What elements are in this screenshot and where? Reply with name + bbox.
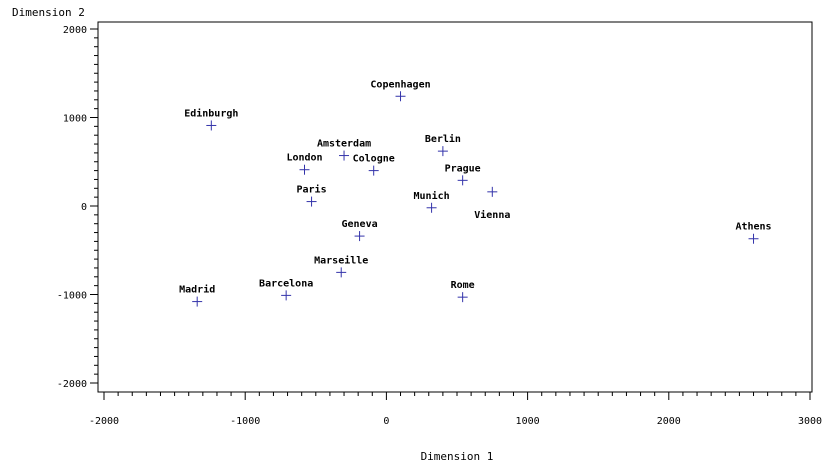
data-point: Berlin xyxy=(425,133,461,157)
data-point: Paris xyxy=(297,184,327,207)
point-label: Marseille xyxy=(314,254,368,266)
y-tick-label: -1000 xyxy=(57,291,87,302)
x-axis: -2000 -1000 0 1000 2000 3000 xyxy=(89,392,822,427)
y-tick-label: -2000 xyxy=(57,379,87,390)
data-point: Barcelona xyxy=(259,278,313,301)
data-point: Geneva xyxy=(342,219,378,242)
plot-frame xyxy=(97,21,813,393)
point-label: Geneva xyxy=(342,219,378,230)
data-point: London xyxy=(286,153,323,175)
point-label: Cologne xyxy=(353,154,395,165)
point-label: Rome xyxy=(451,280,475,291)
x-tick-label: 2000 xyxy=(657,416,681,427)
point-label: Madrid xyxy=(179,284,215,296)
data-points: Copenhagen Edinburgh Amsterdam Berlin London… xyxy=(179,79,772,307)
data-point: Copenhagen xyxy=(370,79,431,102)
y-tick-label: 2000 xyxy=(63,25,87,36)
point-label: Edinburgh xyxy=(184,107,238,119)
point-label: Munich xyxy=(414,190,450,202)
point-label: Paris xyxy=(297,184,327,196)
x-tick-label: -2000 xyxy=(89,416,119,427)
data-point: Marseille xyxy=(314,254,368,278)
y-tick-label: 0 xyxy=(81,202,87,213)
data-point: Madrid xyxy=(179,284,215,307)
point-label: Amsterdam xyxy=(317,139,371,150)
point-label: Prague xyxy=(445,163,481,174)
data-point: Vienna xyxy=(474,186,510,221)
x-tick-label: 3000 xyxy=(798,416,822,427)
x-tick-label: 0 xyxy=(383,416,389,427)
y-axis: -2000 -1000 0 1000 2000 xyxy=(57,25,98,390)
y-tick-label: 1000 xyxy=(63,114,87,125)
data-point: Amsterdam xyxy=(317,139,371,161)
data-point: Munich xyxy=(414,190,450,213)
data-point: Prague xyxy=(445,163,481,186)
point-label: Vienna xyxy=(474,209,510,221)
data-point: Cologne xyxy=(353,154,395,176)
data-point: Rome xyxy=(451,280,475,303)
x-axis-label: Dimension 1 xyxy=(421,450,494,463)
point-label: Athens xyxy=(735,222,771,233)
point-label: Berlin xyxy=(425,133,461,145)
point-label: London xyxy=(286,153,322,164)
y-axis-label: Dimension 2 xyxy=(12,6,85,19)
x-tick-label: -1000 xyxy=(230,416,260,427)
point-label: Barcelona xyxy=(259,278,313,289)
data-point: Athens xyxy=(735,222,772,244)
x-tick-label: 1000 xyxy=(516,416,540,427)
point-label: Copenhagen xyxy=(370,79,430,90)
data-point: Edinburgh xyxy=(184,107,238,131)
